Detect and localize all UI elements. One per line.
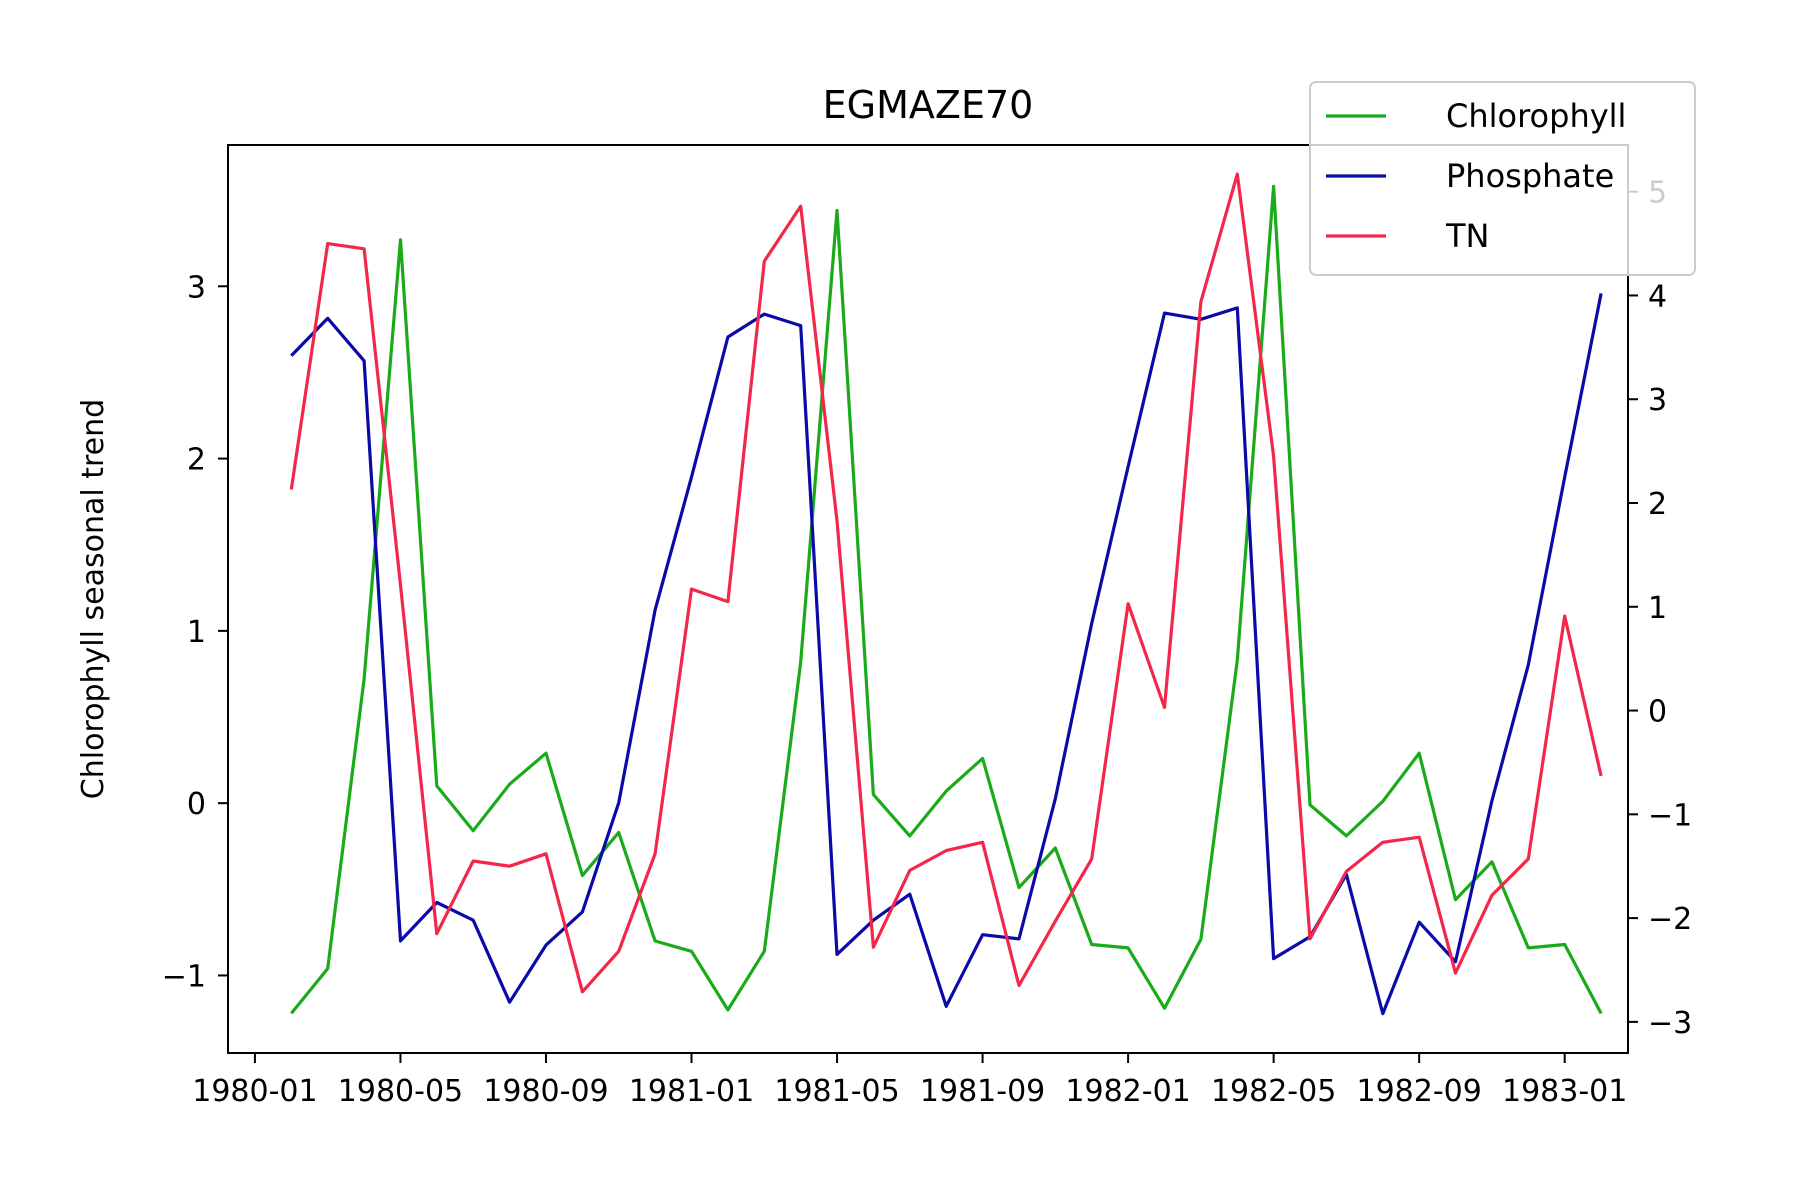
x-tick-label: 1981-05 xyxy=(774,1074,899,1109)
legend: Chlorophyll Phosphate TN xyxy=(1309,81,1696,276)
series-line-tn xyxy=(289,172,1603,994)
chart-title: EGMAZE70 xyxy=(823,83,1034,127)
y-tick-label: 3 xyxy=(187,270,206,305)
y-axis-label: Chlorophyll seasonal trend xyxy=(76,399,111,799)
x-tick-label: 1981-01 xyxy=(629,1074,754,1109)
x-tick-label: 1980-05 xyxy=(338,1074,463,1109)
axis-layer: 1980-01 1980-05 1980-09 1981-01 1981-05 1981-… xyxy=(162,176,1692,1109)
y-tick-label: −1 xyxy=(162,959,206,994)
legend-label: Phosphate xyxy=(1446,157,1614,195)
legend-box xyxy=(1309,81,1696,276)
plot-frame xyxy=(227,144,1629,1054)
y-tick-label: 1 xyxy=(187,615,206,650)
x-tick-label: 1983-01 xyxy=(1502,1074,1627,1109)
y2-tick-label: 4 xyxy=(1648,279,1667,314)
y2-tick-label: −1 xyxy=(1648,798,1692,833)
x-tick-label: 1982-05 xyxy=(1211,1074,1336,1109)
x-tick-label: 1981-09 xyxy=(920,1074,1045,1109)
x-tick-label: 1980-01 xyxy=(192,1074,317,1109)
y-tick-label: 0 xyxy=(187,787,206,822)
series-line-chlorophyll xyxy=(290,184,1603,1015)
y2-tick-label: −3 xyxy=(1648,1006,1692,1041)
legend-label: Chlorophyll xyxy=(1446,97,1626,135)
y2-tick-label: 3 xyxy=(1648,383,1667,418)
y2-tick-label: 2 xyxy=(1648,487,1667,522)
series-layer xyxy=(289,172,1603,1016)
x-tick-label: 1982-01 xyxy=(1065,1074,1190,1109)
y2-tick-label: 0 xyxy=(1648,695,1667,730)
y2-tick-label: −2 xyxy=(1648,902,1692,937)
x-tick-label: 1982-09 xyxy=(1356,1074,1481,1109)
legend-label: TN xyxy=(1445,217,1489,255)
y-tick-label: 2 xyxy=(187,443,206,478)
y2-tick-label: 1 xyxy=(1648,591,1667,626)
series-line-phosphate xyxy=(290,293,1603,1016)
x-tick-label: 1980-09 xyxy=(483,1074,608,1109)
